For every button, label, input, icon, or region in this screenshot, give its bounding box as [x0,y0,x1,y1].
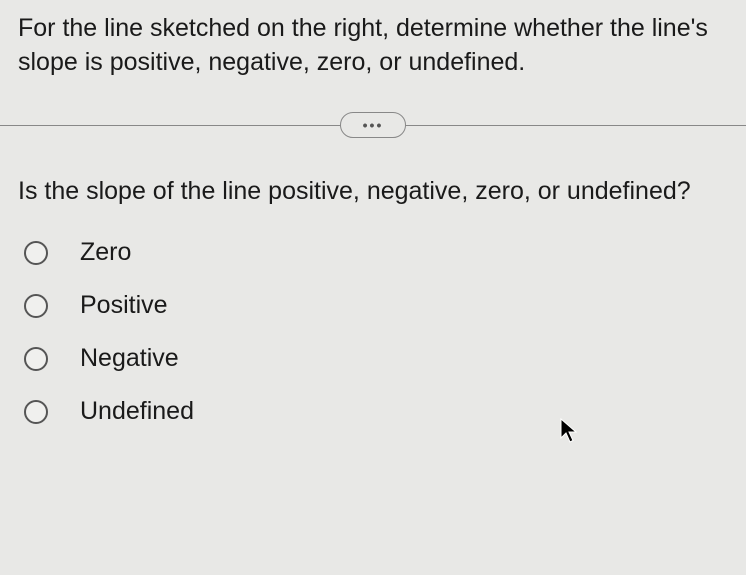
option-zero[interactable]: Zero [24,238,728,267]
option-label: Negative [80,344,179,373]
option-positive[interactable]: Positive [24,291,728,320]
radio-icon [24,241,48,265]
radio-icon [24,294,48,318]
section-divider: ••• [18,110,728,140]
options-group: Zero Positive Negative Undefined [18,238,728,426]
ellipsis-icon: ••• [363,118,384,132]
option-label: Undefined [80,397,194,426]
option-label: Positive [80,291,168,320]
instruction-text: For the line sketched on the right, dete… [18,12,728,80]
option-negative[interactable]: Negative [24,344,728,373]
expand-pill-button[interactable]: ••• [340,112,406,138]
option-undefined[interactable]: Undefined [24,397,728,426]
question-text: Is the slope of the line positive, negat… [18,175,728,209]
option-label: Zero [80,238,131,267]
radio-icon [24,400,48,424]
radio-icon [24,347,48,371]
